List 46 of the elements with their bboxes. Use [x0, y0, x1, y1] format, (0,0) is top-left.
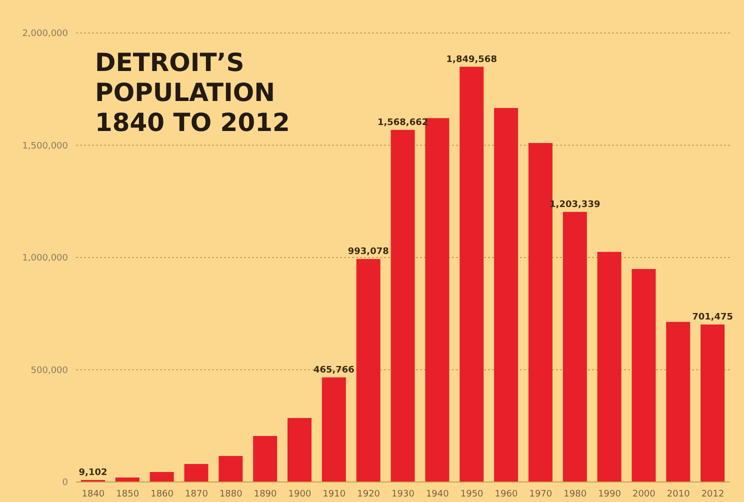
y-tick-label: 500,000 [30, 366, 68, 376]
x-tick-label: 1960 [494, 489, 518, 500]
x-tick-label: 1870 [185, 489, 208, 500]
bar [597, 252, 622, 482]
bar [666, 322, 690, 482]
x-tick-label: 1880 [219, 489, 243, 500]
data-label: 993,078 [348, 247, 389, 258]
x-tick-label: 1940 [426, 489, 450, 500]
x-tick-label: 2012 [701, 489, 724, 500]
bar [288, 418, 312, 482]
x-tick-label: 1950 [460, 489, 484, 500]
bar [562, 212, 587, 482]
data-label: 465,766 [313, 365, 354, 376]
data-label: 9,102 [78, 468, 108, 478]
x-tick-label: 1900 [288, 489, 312, 500]
x-tick-label: 1920 [357, 489, 380, 500]
y-tick-label: 1,000,000 [22, 254, 68, 264]
bar [322, 377, 346, 482]
bar [528, 143, 552, 482]
x-tick-label: 1890 [254, 489, 278, 500]
x-tick-label: 1840 [82, 489, 105, 500]
text: DETROIT’S POPULATION 1840 TO 2012 [95, 48, 291, 138]
x-tick-label: 2000 [632, 489, 656, 500]
bar [356, 259, 380, 482]
x-tick-label: 2010 [666, 489, 690, 500]
x-tick-label: 1910 [322, 489, 346, 500]
bar [218, 456, 243, 482]
bar [460, 66, 484, 482]
bar [632, 268, 656, 482]
x-tick-label: 1850 [116, 489, 140, 500]
x-tick-label: 1990 [598, 489, 622, 500]
x-tick-label: 1980 [564, 489, 587, 500]
bar [390, 130, 415, 482]
bar [184, 464, 208, 482]
bar [700, 324, 725, 482]
y-tick-label: 0 [62, 478, 68, 488]
y-tick-label: 1,500,000 [22, 141, 68, 152]
data-label: 1,849,568 [446, 54, 497, 65]
data-label: 701,475 [692, 312, 734, 323]
bar [150, 472, 174, 482]
y-tick-label: 2,000,000 [22, 29, 68, 40]
x-tick-label: 1930 [392, 489, 415, 500]
bar [253, 436, 278, 482]
x-tick-label: 1860 [150, 489, 174, 500]
bar [494, 108, 518, 482]
x-tick-label: 1970 [529, 489, 552, 500]
